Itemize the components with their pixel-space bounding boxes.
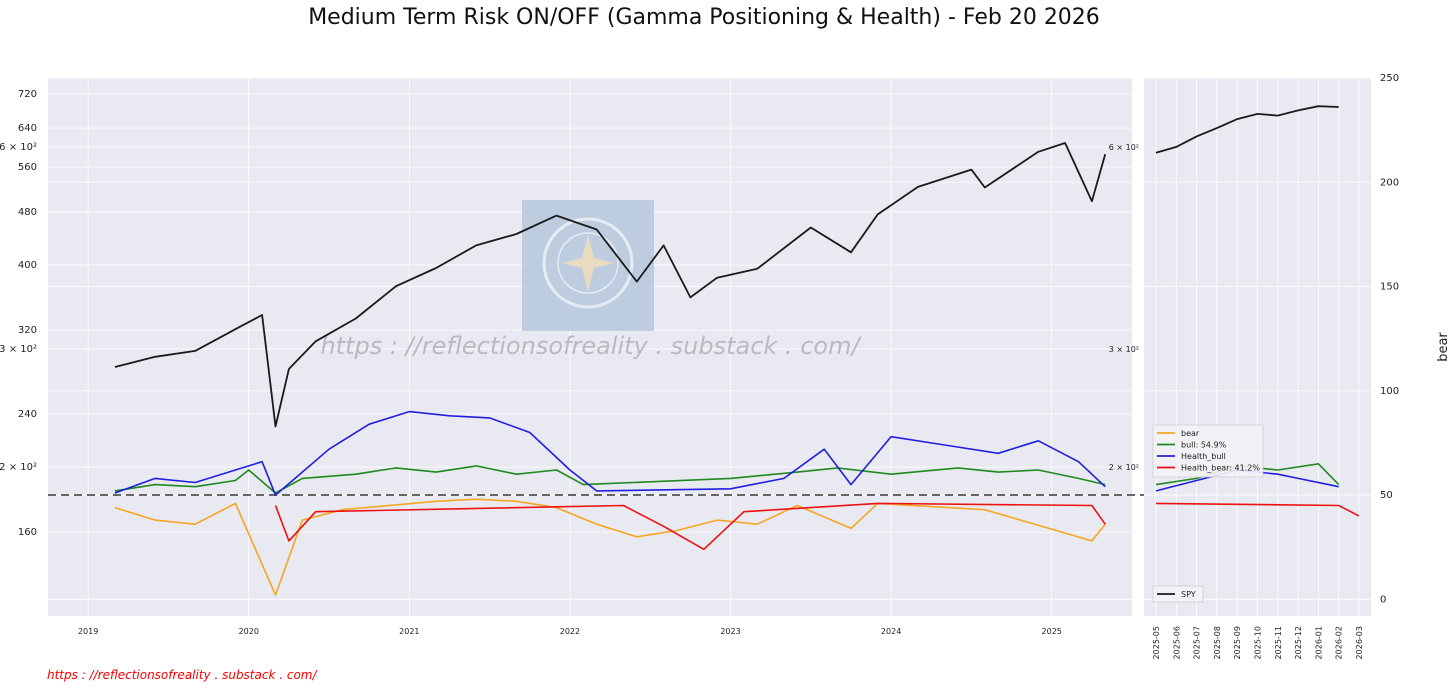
chart-title: Medium Term Risk ON/OFF (Gamma Positioni… bbox=[308, 5, 1100, 30]
recent-series-line-spy bbox=[1155, 105, 1339, 154]
recent-x-tick-label: 2026-01 bbox=[1314, 626, 1323, 659]
y-tick-label: 2 × 10² bbox=[0, 462, 37, 473]
legend-spy: SPY bbox=[1152, 585, 1204, 603]
recent-x-tick-label: 2025-06 bbox=[1172, 626, 1181, 659]
recent-y-tick-label: 0 bbox=[1380, 594, 1386, 605]
recent-x-tick-label: 2026-03 bbox=[1355, 626, 1364, 659]
x-tick-label: 2020 bbox=[239, 627, 259, 636]
y-tick-label: 6 × 10² bbox=[0, 142, 37, 153]
y-tick-label: 560 bbox=[18, 162, 37, 173]
legend-label: bull: 54.9% bbox=[1181, 441, 1227, 450]
x-tick-label: 2021 bbox=[399, 627, 419, 636]
y-tick-label: 400 bbox=[18, 260, 37, 271]
series-line-bull bbox=[114, 465, 1106, 494]
y-tick-label: 240 bbox=[18, 409, 37, 420]
y-tick-label: 3 × 10² bbox=[0, 344, 37, 355]
series-line-health-bear bbox=[274, 502, 1106, 551]
legend: bear bull: 54.9% Health_bull Health_bear: 4… bbox=[1152, 424, 1264, 478]
main-x-tick-labels: 2019 2020 2021 2022 2023 2024 2025 bbox=[78, 627, 1062, 636]
recent-left-y-tick-labels: 6 × 10² 3 × 10² 2 × 10² bbox=[1109, 143, 1139, 472]
recent-x-tick-label: 2025-09 bbox=[1233, 626, 1242, 659]
y-tick-label: 320 bbox=[18, 325, 37, 336]
recent-x-tick-label: 2025-05 bbox=[1152, 626, 1161, 659]
y-tick-label: 160 bbox=[18, 527, 37, 538]
series-line-bear bbox=[114, 498, 1106, 596]
legend-label: Health_bear: 41.2% bbox=[1181, 464, 1260, 473]
legend-label: bear bbox=[1181, 429, 1200, 438]
x-tick-label: 2019 bbox=[78, 627, 98, 636]
watermark-logo bbox=[522, 200, 654, 331]
recent-right-y-tick-labels: 250 200 150 100 50 0 bbox=[1380, 73, 1399, 605]
recent-left-tick-label: 2 × 10² bbox=[1109, 463, 1139, 472]
watermark-text: https : //reflectionsofreality . substac… bbox=[320, 332, 862, 360]
series-line-health-bull bbox=[114, 410, 1106, 496]
recent-x-tick-labels: 2025-05 2025-06 2025-07 2025-08 2025-09 2025-… bbox=[1152, 626, 1364, 659]
recent-x-tick-label: 2025-11 bbox=[1274, 626, 1283, 659]
recent-x-tick-label: 2025-12 bbox=[1294, 626, 1303, 659]
series-line-spy bbox=[114, 142, 1107, 428]
recent-y-tick-label: 150 bbox=[1380, 282, 1399, 293]
x-tick-label: 2023 bbox=[720, 627, 740, 636]
recent-left-tick-label: 6 × 10² bbox=[1109, 143, 1139, 152]
legend-label: SPY bbox=[1181, 590, 1196, 599]
x-tick-label: 2024 bbox=[881, 627, 901, 636]
y-tick-label: 720 bbox=[18, 89, 37, 100]
recent-y-axis-label: bear bbox=[1436, 332, 1451, 362]
recent-y-tick-label: 50 bbox=[1380, 490, 1393, 501]
recent-x-tick-label: 2026-02 bbox=[1335, 626, 1344, 659]
recent-grid bbox=[1144, 77, 1371, 616]
recent-series-line-health-bear bbox=[1155, 502, 1360, 517]
recent-y-tick-label: 100 bbox=[1380, 386, 1399, 397]
legend-label: Health_bull bbox=[1181, 452, 1226, 461]
y-tick-label: 480 bbox=[18, 207, 37, 218]
x-tick-label: 2022 bbox=[560, 627, 580, 636]
recent-x-tick-label: 2025-10 bbox=[1254, 626, 1263, 659]
recent-x-tick-label: 2025-07 bbox=[1193, 626, 1202, 659]
main-plot-area bbox=[48, 78, 1132, 616]
recent-y-tick-label: 200 bbox=[1380, 177, 1399, 188]
y-tick-label: 640 bbox=[18, 123, 37, 134]
footer-link[interactable]: https : //reflectionsofreality . substac… bbox=[47, 668, 317, 682]
recent-left-tick-label: 3 × 10² bbox=[1109, 345, 1139, 354]
main-grid bbox=[48, 77, 1132, 616]
main-series-group bbox=[48, 142, 1371, 596]
x-tick-label: 2025 bbox=[1042, 627, 1062, 636]
recent-x-tick-label: 2025-08 bbox=[1213, 626, 1222, 659]
main-y-tick-labels: 720 640 6 × 10² 560 480 400 320 3 × 10² 240 2 × 1… bbox=[0, 89, 37, 538]
recent-y-tick-label: 250 bbox=[1380, 73, 1399, 84]
